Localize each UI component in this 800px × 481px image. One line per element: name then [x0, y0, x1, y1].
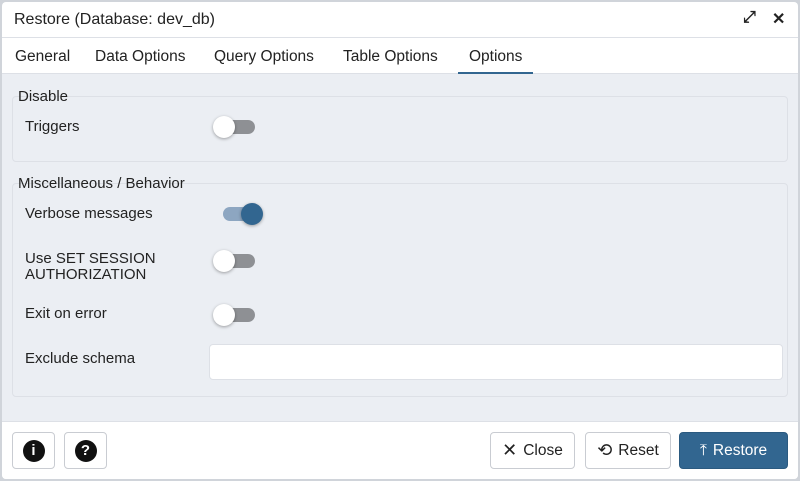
triggers-label: Triggers	[25, 118, 80, 135]
verbose-toggle[interactable]	[223, 202, 267, 226]
session-toggle[interactable]	[213, 249, 257, 273]
info-icon: i	[22, 439, 45, 462]
dialog-header: Restore (Database: dev_db) ⤢ ✕	[2, 2, 798, 38]
dialog-footer: i ? ✕ Close ⟲ Reset ⤒ Restore	[2, 421, 798, 479]
restore-button[interactable]: ⤒ Restore	[679, 432, 788, 469]
help-button[interactable]: ?	[64, 432, 107, 469]
options-panel: Disable Triggers Miscellaneous / Behavio…	[2, 74, 798, 421]
misc-legend: Miscellaneous / Behavior	[18, 175, 185, 192]
upload-icon: ⤒	[699, 441, 707, 459]
close-button[interactable]: ✕ Close	[490, 432, 575, 469]
dialog-title: Restore (Database: dev_db)	[14, 11, 215, 28]
help-icon: ?	[74, 439, 97, 462]
reset-icon: ⟲	[597, 440, 613, 460]
tab-bar: General Data Options Query Options Table…	[2, 39, 798, 75]
session-label: Use SET SESSION AUTHORIZATION	[25, 251, 156, 283]
exclude-schema-input[interactable]	[209, 344, 783, 380]
tab-data-options[interactable]: Data Options	[95, 48, 186, 65]
tab-options[interactable]: Options	[457, 48, 534, 75]
close-label: Close	[523, 441, 563, 459]
tab-table-options[interactable]: Table Options	[343, 48, 438, 65]
triggers-toggle[interactable]	[213, 115, 257, 139]
close-icon[interactable]: ✕	[772, 11, 786, 28]
info-button[interactable]: i	[12, 432, 55, 469]
session-label-line1: Use SET SESSION	[25, 250, 156, 267]
restore-label: Restore	[712, 441, 768, 459]
exclude-label: Exclude schema	[25, 350, 136, 367]
tab-general[interactable]: General	[15, 48, 71, 65]
x-icon: ✕	[502, 440, 518, 460]
reset-button[interactable]: ⟲ Reset	[585, 432, 671, 469]
reset-label: Reset	[618, 441, 659, 459]
expand-icon[interactable]: ⤢	[743, 9, 756, 26]
tab-query-options[interactable]: Query Options	[214, 48, 314, 65]
disable-fieldset	[12, 96, 788, 162]
exit-label: Exit on error	[25, 305, 107, 322]
verbose-label: Verbose messages	[25, 205, 153, 222]
disable-legend: Disable	[18, 88, 69, 105]
session-label-line2: AUTHORIZATION	[25, 266, 147, 283]
misc-fieldset	[12, 183, 788, 397]
exit-on-error-toggle[interactable]	[213, 303, 257, 327]
